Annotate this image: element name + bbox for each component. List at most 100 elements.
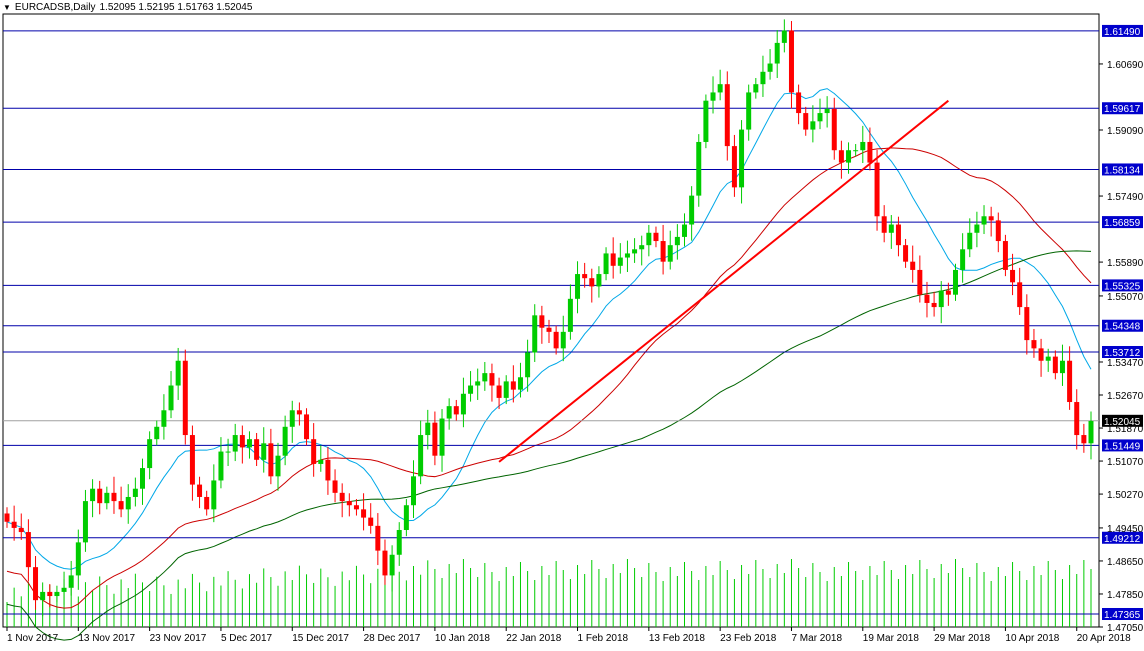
candle-body — [1031, 340, 1037, 349]
candle-body — [781, 30, 787, 43]
candle-body — [903, 245, 909, 262]
candle-body — [353, 505, 359, 510]
triangle-down-icon[interactable]: ▼ — [3, 3, 11, 12]
level-label: 1.58134 — [1104, 165, 1141, 176]
candle-body — [496, 385, 502, 398]
candle-body — [517, 377, 523, 390]
candle-body — [624, 253, 630, 258]
candle-body — [988, 216, 994, 221]
candle-body — [18, 527, 24, 533]
candle-body — [596, 274, 602, 287]
candle-body — [75, 542, 81, 576]
y-tick-label: 1.48650 — [1107, 557, 1144, 568]
candle-body — [924, 294, 930, 303]
x-tick-label: 13 Nov 2017 — [78, 633, 135, 644]
y-tick-label: 1.51070 — [1107, 457, 1144, 468]
level-label: 1.47365 — [1104, 610, 1141, 621]
candle-body — [760, 71, 766, 85]
candle-body — [411, 476, 416, 506]
candle-body — [931, 302, 937, 308]
candle-body — [853, 150, 859, 152]
level-label: 1.59617 — [1104, 104, 1141, 115]
candle-body — [132, 488, 138, 497]
candle-body — [275, 455, 281, 477]
candle-body — [482, 373, 488, 382]
candle-body — [232, 435, 238, 452]
candle-body — [304, 414, 310, 440]
trendline — [498, 99, 949, 463]
level-label: 1.53712 — [1104, 348, 1141, 359]
x-tick-label: 13 Feb 2018 — [649, 633, 706, 644]
candle-body — [888, 224, 894, 233]
x-tick-label: 5 Dec 2017 — [221, 633, 273, 644]
level-label-box — [1102, 531, 1143, 544]
y-tick-label: 1.59090 — [1107, 126, 1144, 137]
ma-slow-line — [6, 250, 1092, 641]
x-tick-label: 15 Dec 2017 — [292, 633, 349, 644]
candle-body — [1038, 348, 1044, 361]
candle-body — [796, 92, 802, 114]
candle-body — [710, 92, 716, 101]
ma-fast-line — [6, 88, 1092, 570]
candle-body — [239, 435, 245, 448]
symbol-label: EURCADSB,Daily — [14, 2, 96, 13]
candle-body — [375, 525, 381, 551]
candle-body — [68, 575, 74, 588]
candle-body — [396, 529, 402, 555]
candle-body — [803, 113, 809, 130]
candle-body — [767, 63, 773, 72]
x-tick-label: 1 Nov 2017 — [7, 633, 59, 644]
candle-body — [867, 141, 873, 163]
candle-body — [560, 331, 566, 349]
candle-body — [838, 150, 844, 163]
x-tick-label: 19 Mar 2018 — [863, 633, 920, 644]
candle-body — [97, 488, 103, 504]
current-price-label: 1.52045 — [1104, 417, 1141, 428]
y-tick-label: 1.52670 — [1107, 391, 1144, 402]
candle-body — [439, 418, 445, 456]
current-price-box — [1102, 414, 1143, 427]
x-tick-label: 23 Feb 2018 — [720, 633, 777, 644]
level-label-box — [1102, 163, 1143, 176]
candle-body — [774, 42, 780, 64]
candle-body — [731, 146, 737, 188]
candle-body — [674, 236, 680, 246]
candle-body — [425, 422, 431, 436]
x-tick-label: 20 Apr 2018 — [1077, 633, 1131, 644]
candle-body — [90, 488, 96, 502]
candle-body — [910, 261, 916, 270]
candle-body — [525, 352, 531, 378]
x-tick-label: 1 Feb 2018 — [578, 633, 629, 644]
candle-body — [739, 129, 745, 188]
candle-body — [389, 554, 395, 576]
candle-body — [25, 532, 31, 568]
candle-body — [453, 406, 459, 415]
candle-body — [82, 501, 88, 543]
candle-body — [1074, 402, 1080, 436]
candle-body — [296, 410, 302, 415]
candle-body — [653, 232, 659, 242]
y-tick-label: 1.49450 — [1107, 524, 1144, 535]
candle-body — [553, 331, 559, 349]
candle-body — [204, 496, 210, 510]
ohlc-label: 1.52095 1.52195 1.51763 1.52045 — [99, 2, 253, 13]
candle-body — [475, 381, 481, 386]
candle-body — [61, 587, 67, 592]
candle-body — [974, 224, 980, 233]
x-tick-label: 10 Apr 2018 — [1005, 633, 1059, 644]
candle-body — [539, 315, 545, 328]
candle-body — [703, 100, 709, 142]
candle-body — [953, 269, 958, 295]
candle-body — [981, 216, 987, 225]
candle-body — [810, 121, 816, 130]
candle-body — [189, 435, 195, 485]
candle-body — [510, 381, 516, 390]
y-tick-label: 1.57490 — [1107, 192, 1144, 203]
candle-body — [403, 505, 409, 530]
candle-body — [1010, 269, 1016, 283]
candle-body — [460, 393, 466, 415]
level-label-box — [1102, 319, 1143, 332]
candle-body — [753, 84, 759, 93]
candle-body — [603, 253, 609, 275]
